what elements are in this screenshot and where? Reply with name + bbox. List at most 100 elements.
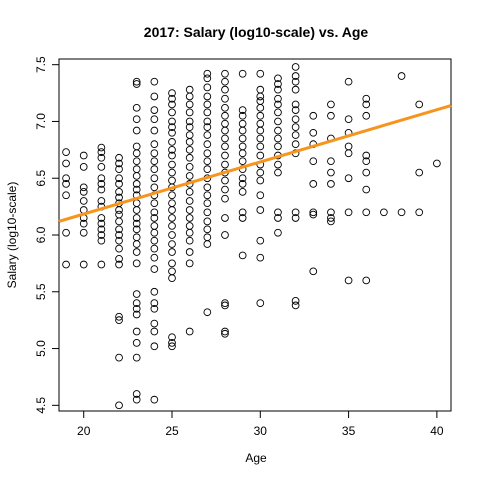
data-point — [97, 185, 106, 194]
data-point — [362, 100, 371, 109]
regression-line — [58, 104, 452, 223]
data-point — [203, 108, 212, 117]
data-point — [291, 77, 300, 86]
data-point — [132, 304, 141, 313]
data-point — [291, 85, 300, 94]
data-point — [238, 174, 247, 183]
data-point — [132, 310, 141, 319]
data-point — [97, 225, 106, 234]
data-point — [168, 108, 176, 117]
data-point — [327, 214, 335, 222]
data-point — [415, 168, 424, 177]
data-point — [221, 85, 229, 94]
data-point — [203, 131, 212, 139]
data-point — [362, 208, 371, 217]
data-point — [168, 117, 176, 126]
data-point — [274, 228, 282, 237]
data-point — [132, 290, 141, 298]
x-axis-label: Age — [245, 451, 267, 465]
data-point — [362, 276, 371, 285]
x-tick-label: 30 — [254, 424, 268, 438]
data-point — [150, 149, 159, 158]
data-point — [221, 69, 229, 78]
data-point — [256, 236, 265, 245]
data-point — [221, 327, 229, 336]
data-point — [150, 299, 159, 307]
data-point — [203, 100, 212, 109]
data-point — [397, 72, 406, 80]
data-point — [168, 222, 176, 230]
data-point — [150, 342, 159, 351]
data-point — [221, 160, 229, 169]
data-point — [168, 89, 176, 97]
data-point — [115, 312, 123, 321]
data-point — [185, 123, 194, 131]
data-point — [115, 401, 123, 410]
data-point — [150, 165, 159, 173]
data-point — [203, 308, 212, 317]
data-point — [115, 165, 123, 173]
x-axis: 20 25 30 35 40 — [77, 411, 444, 438]
data-point — [256, 176, 265, 185]
data-point — [62, 174, 70, 183]
data-point — [185, 214, 194, 222]
data-point — [185, 188, 194, 196]
data-point — [380, 208, 388, 217]
data-point — [238, 69, 247, 78]
data-point — [168, 274, 176, 282]
data-point — [238, 188, 247, 196]
data-point — [203, 233, 212, 242]
data-point — [274, 208, 282, 217]
data-point — [274, 80, 282, 88]
data-point — [238, 214, 247, 222]
data-point — [256, 151, 265, 160]
data-point — [168, 214, 176, 222]
data-point — [221, 134, 229, 143]
data-point — [132, 248, 141, 256]
data-point — [238, 126, 247, 135]
data-point — [150, 126, 159, 135]
data-point — [62, 180, 70, 188]
data-point — [132, 390, 141, 398]
data-point — [344, 276, 353, 285]
data-point — [132, 339, 141, 347]
data-point — [291, 72, 300, 80]
data-point — [132, 233, 141, 242]
data-point — [203, 69, 212, 78]
data-point — [150, 253, 159, 262]
data-point — [327, 111, 335, 120]
data-point — [256, 299, 265, 307]
data-point — [256, 119, 265, 128]
data-point — [344, 115, 353, 124]
data-point — [185, 163, 194, 171]
data-point — [185, 145, 194, 154]
data-point — [97, 163, 106, 171]
data-point — [221, 142, 229, 151]
data-point — [150, 327, 159, 336]
data-point — [62, 191, 70, 200]
data-point — [274, 108, 282, 117]
data-point — [274, 134, 282, 143]
data-point — [221, 111, 229, 120]
data-point — [256, 253, 265, 262]
data-point — [150, 183, 159, 192]
data-point — [115, 153, 123, 162]
data-point — [97, 148, 106, 156]
data-point — [327, 217, 335, 226]
data-point — [221, 176, 229, 185]
data-point — [168, 168, 176, 177]
data-point — [132, 77, 141, 86]
data-point — [168, 240, 176, 248]
y-tick-label: 5.0 — [34, 340, 48, 357]
data-point — [168, 248, 176, 256]
data-point — [185, 248, 194, 256]
data-point — [168, 138, 176, 146]
data-point — [309, 210, 318, 219]
data-point — [238, 111, 247, 120]
data-point — [168, 339, 176, 347]
data-point — [150, 92, 159, 101]
data-point — [327, 168, 335, 177]
data-point — [291, 214, 300, 222]
data-point — [185, 138, 194, 146]
data-point — [185, 92, 194, 101]
